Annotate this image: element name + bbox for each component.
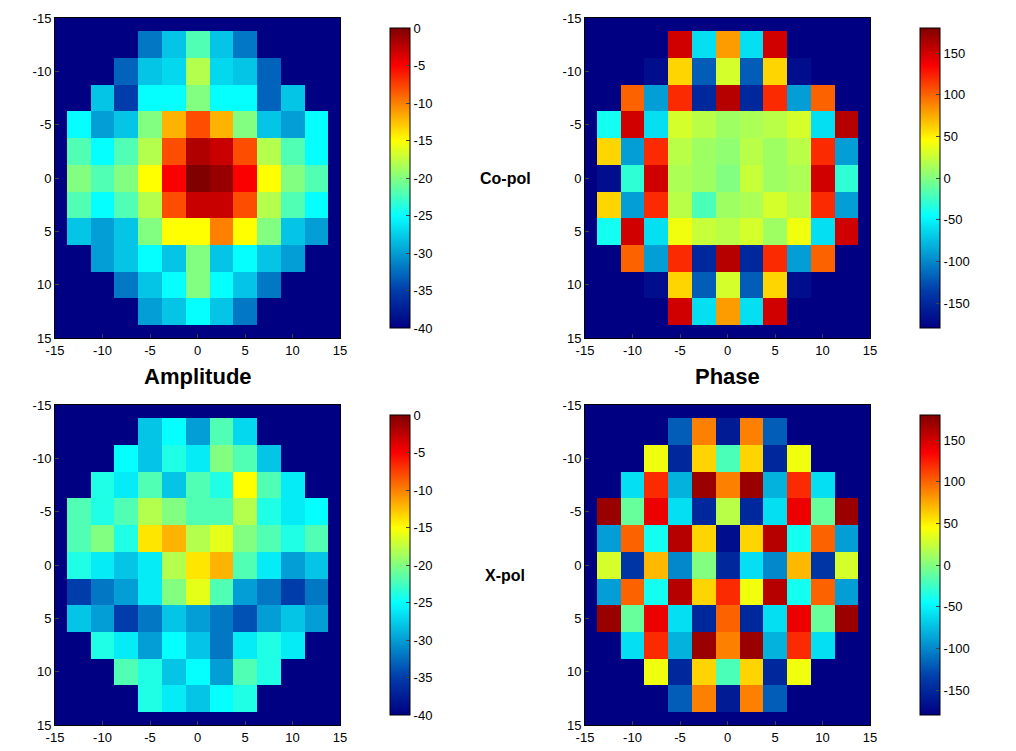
svg-text:100: 100 bbox=[944, 87, 966, 102]
svg-text:-15: -15 bbox=[576, 343, 595, 358]
svg-text:-40: -40 bbox=[414, 708, 433, 723]
svg-text:-10: -10 bbox=[33, 451, 52, 466]
svg-text:0: 0 bbox=[414, 408, 421, 423]
svg-text:-5: -5 bbox=[674, 343, 686, 358]
svg-text:0: 0 bbox=[414, 21, 421, 36]
svg-text:-5: -5 bbox=[570, 117, 582, 132]
svg-text:-150: -150 bbox=[944, 683, 970, 698]
svg-text:15: 15 bbox=[863, 730, 877, 745]
svg-text:0: 0 bbox=[194, 730, 201, 745]
svg-text:-15: -15 bbox=[414, 520, 433, 535]
svg-text:-50: -50 bbox=[944, 599, 963, 614]
svg-text:50: 50 bbox=[944, 129, 958, 144]
svg-text:-5: -5 bbox=[40, 117, 52, 132]
svg-text:-15: -15 bbox=[563, 11, 582, 26]
svg-text:-25: -25 bbox=[414, 208, 433, 223]
svg-text:0: 0 bbox=[44, 558, 51, 573]
svg-text:5: 5 bbox=[241, 730, 248, 745]
svg-text:-30: -30 bbox=[414, 246, 433, 261]
svg-text:5: 5 bbox=[241, 343, 248, 358]
svg-text:0: 0 bbox=[44, 171, 51, 186]
svg-text:5: 5 bbox=[44, 611, 51, 626]
svg-text:0: 0 bbox=[724, 730, 731, 745]
svg-text:5: 5 bbox=[574, 224, 581, 239]
svg-text:-100: -100 bbox=[944, 641, 970, 656]
svg-text:-5: -5 bbox=[674, 730, 686, 745]
svg-text:-5: -5 bbox=[144, 730, 156, 745]
svg-text:-15: -15 bbox=[576, 730, 595, 745]
svg-text:10: 10 bbox=[567, 664, 581, 679]
svg-text:5: 5 bbox=[44, 224, 51, 239]
svg-text:-10: -10 bbox=[414, 96, 433, 111]
svg-text:-50: -50 bbox=[944, 212, 963, 227]
svg-text:0: 0 bbox=[724, 343, 731, 358]
svg-text:-5: -5 bbox=[414, 445, 426, 460]
svg-text:-5: -5 bbox=[570, 504, 582, 519]
svg-text:50: 50 bbox=[944, 516, 958, 531]
svg-text:-15: -15 bbox=[33, 11, 52, 26]
svg-text:15: 15 bbox=[567, 718, 581, 733]
svg-text:0: 0 bbox=[574, 558, 581, 573]
svg-text:-100: -100 bbox=[944, 254, 970, 269]
svg-text:-15: -15 bbox=[46, 343, 65, 358]
svg-text:-10: -10 bbox=[414, 483, 433, 498]
svg-text:Amplitude: Amplitude bbox=[144, 364, 252, 389]
svg-text:0: 0 bbox=[944, 558, 951, 573]
svg-text:-15: -15 bbox=[33, 398, 52, 413]
svg-text:-10: -10 bbox=[563, 64, 582, 79]
svg-text:Phase: Phase bbox=[695, 364, 760, 389]
svg-text:10: 10 bbox=[567, 277, 581, 292]
svg-text:-150: -150 bbox=[944, 296, 970, 311]
svg-text:0: 0 bbox=[944, 171, 951, 186]
svg-text:10: 10 bbox=[285, 343, 299, 358]
svg-text:-35: -35 bbox=[414, 670, 433, 685]
svg-text:5: 5 bbox=[771, 730, 778, 745]
svg-text:15: 15 bbox=[333, 343, 347, 358]
svg-text:0: 0 bbox=[194, 343, 201, 358]
svg-text:10: 10 bbox=[815, 730, 829, 745]
svg-text:-15: -15 bbox=[563, 398, 582, 413]
svg-text:15: 15 bbox=[37, 331, 51, 346]
svg-text:-15: -15 bbox=[414, 133, 433, 148]
svg-text:-5: -5 bbox=[414, 58, 426, 73]
svg-text:Co-pol: Co-pol bbox=[480, 170, 531, 187]
svg-text:-5: -5 bbox=[40, 504, 52, 519]
svg-text:10: 10 bbox=[37, 277, 51, 292]
svg-text:-20: -20 bbox=[414, 171, 433, 186]
svg-text:0: 0 bbox=[574, 171, 581, 186]
svg-text:-15: -15 bbox=[46, 730, 65, 745]
svg-text:10: 10 bbox=[37, 664, 51, 679]
svg-text:-10: -10 bbox=[623, 730, 642, 745]
svg-text:-10: -10 bbox=[33, 64, 52, 79]
svg-text:10: 10 bbox=[285, 730, 299, 745]
svg-text:-10: -10 bbox=[93, 730, 112, 745]
svg-text:15: 15 bbox=[37, 718, 51, 733]
svg-text:5: 5 bbox=[771, 343, 778, 358]
svg-text:-40: -40 bbox=[414, 321, 433, 336]
svg-text:15: 15 bbox=[863, 343, 877, 358]
svg-text:-20: -20 bbox=[414, 558, 433, 573]
svg-text:-10: -10 bbox=[623, 343, 642, 358]
svg-text:-5: -5 bbox=[144, 343, 156, 358]
svg-text:-10: -10 bbox=[93, 343, 112, 358]
svg-text:-25: -25 bbox=[414, 595, 433, 610]
svg-text:15: 15 bbox=[567, 331, 581, 346]
svg-text:-10: -10 bbox=[563, 451, 582, 466]
svg-text:-30: -30 bbox=[414, 633, 433, 648]
svg-text:100: 100 bbox=[944, 474, 966, 489]
svg-text:-35: -35 bbox=[414, 283, 433, 298]
svg-text:150: 150 bbox=[944, 46, 966, 61]
svg-text:15: 15 bbox=[333, 730, 347, 745]
svg-text:150: 150 bbox=[944, 433, 966, 448]
svg-text:10: 10 bbox=[815, 343, 829, 358]
svg-text:5: 5 bbox=[574, 611, 581, 626]
svg-text:X-pol: X-pol bbox=[485, 567, 525, 584]
